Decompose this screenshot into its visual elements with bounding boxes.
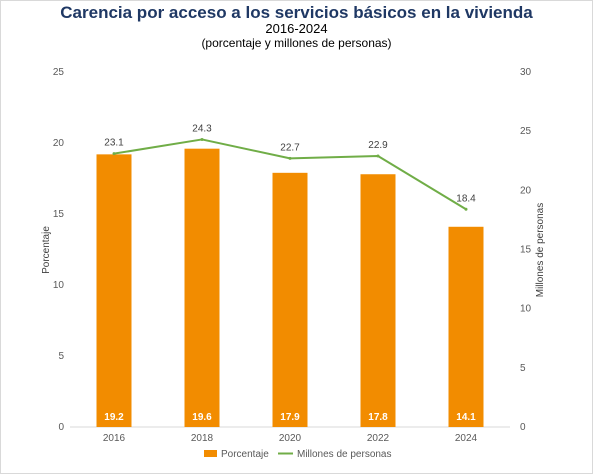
bar-data-label: 19.2 [104,412,124,423]
chart-title: Carencia por acceso a los servicios bási… [60,3,533,22]
y-tick-label-left: 10 [53,280,65,291]
x-tick-label: 2024 [455,433,478,444]
line-data-label: 22.7 [280,142,300,153]
y-tick-label-right: 0 [520,422,526,433]
line-point [200,137,204,141]
y-tick-label-right: 10 [520,304,532,315]
line-data-label: 24.3 [192,123,212,134]
legend-label-bar: Porcentaje [221,449,269,460]
y-tick-label-right: 25 [520,126,532,137]
line-data-label: 23.1 [104,138,124,149]
y-tick-label-left: 20 [53,138,65,149]
line-point [376,154,380,158]
bar [272,172,308,427]
line-point [112,152,116,156]
y-tick-label-right: 15 [520,245,532,256]
y-tick-label-right: 5 [520,363,526,374]
y-tick-label-left: 25 [53,67,65,78]
bar [360,174,396,427]
y-tick-label-left: 0 [58,422,64,433]
line-data-label: 22.9 [368,140,388,151]
line-data-label: 18.4 [456,193,476,204]
legend-swatch-bar [204,450,217,457]
legend-label-line: Millones de personas [297,449,392,460]
bar-data-label: 19.6 [192,412,212,423]
line-point [464,207,468,211]
line-point [288,156,292,160]
y-axis-title-right: Millones de personas [535,203,546,298]
y-tick-label-left: 5 [58,351,64,362]
x-tick-label: 2016 [103,433,126,444]
y-tick-label-left: 15 [53,209,65,220]
y-tick-label-right: 30 [520,67,532,78]
bar [184,148,220,427]
chart-units-subtitle: (porcentaje y millones de personas) [201,36,392,50]
y-tick-label-right: 20 [520,185,532,196]
x-tick-label: 2020 [279,433,302,444]
bar-data-label: 17.8 [368,412,388,423]
chart-subtitle: 2016-2024 [265,21,328,36]
bar-data-label: 17.9 [280,412,300,423]
y-axis-title-left: Porcentaje [41,226,52,274]
bar [448,226,484,427]
x-tick-label: 2022 [367,433,390,444]
bar-data-label: 14.1 [456,412,476,423]
x-tick-label: 2018 [191,433,214,444]
bar [96,154,132,428]
